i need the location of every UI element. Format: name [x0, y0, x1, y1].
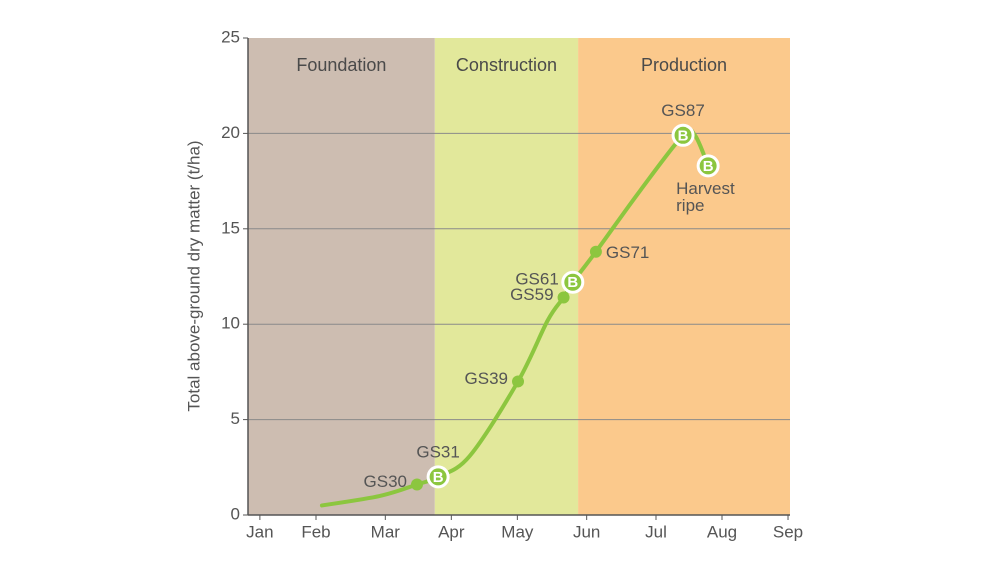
x-tick-label: Mar: [371, 522, 401, 541]
stage-marker: [512, 375, 525, 388]
y-tick-label: 20: [221, 123, 240, 142]
stage-label: GS71: [606, 243, 649, 262]
stage-label: GS59: [510, 285, 553, 304]
y-axis-label: Total above-ground dry matter (t/ha): [184, 140, 203, 411]
stage-label: Harvest ripe: [676, 179, 739, 215]
phase-label: Construction: [456, 55, 557, 75]
x-tick-label: Sep: [773, 522, 803, 541]
stage-marker-letter: B: [433, 469, 444, 486]
stage-marker-letter: B: [567, 274, 578, 291]
stage-label: GS39: [465, 369, 508, 388]
stage-marker-letter: B: [678, 127, 689, 144]
y-tick-label: 5: [231, 409, 240, 428]
x-tick-label: Jul: [645, 522, 667, 541]
stage-marker: [589, 245, 602, 258]
stage-marker: [557, 291, 570, 304]
y-tick-label: 0: [231, 504, 240, 523]
y-tick-label: 10: [221, 314, 240, 333]
phase-band: [434, 38, 579, 515]
stage-marker: [561, 270, 585, 294]
phase-band: [248, 38, 435, 515]
stage-label: GS30: [364, 472, 407, 491]
x-tick-label: May: [501, 522, 534, 541]
stage-marker: [671, 123, 695, 147]
x-tick-label: Jan: [246, 522, 273, 541]
x-tick-label: Jun: [573, 522, 600, 541]
phase-band: [578, 38, 790, 515]
stage-marker: [411, 478, 424, 491]
y-tick-label: 15: [221, 218, 240, 237]
phase-label: Foundation: [296, 55, 386, 75]
stage-label: GS31: [416, 442, 459, 461]
phase-label: Production: [641, 55, 727, 75]
x-tick-label: Apr: [438, 522, 465, 541]
stage-marker-letter: B: [703, 158, 714, 175]
x-tick-label: Feb: [301, 522, 330, 541]
x-tick-label: Aug: [707, 522, 737, 541]
stage-marker: [696, 154, 720, 178]
y-tick-label: 25: [221, 27, 240, 46]
stage-label: GS61: [515, 270, 558, 289]
stage-marker: [426, 465, 450, 489]
stage-label: GS87: [661, 101, 704, 120]
